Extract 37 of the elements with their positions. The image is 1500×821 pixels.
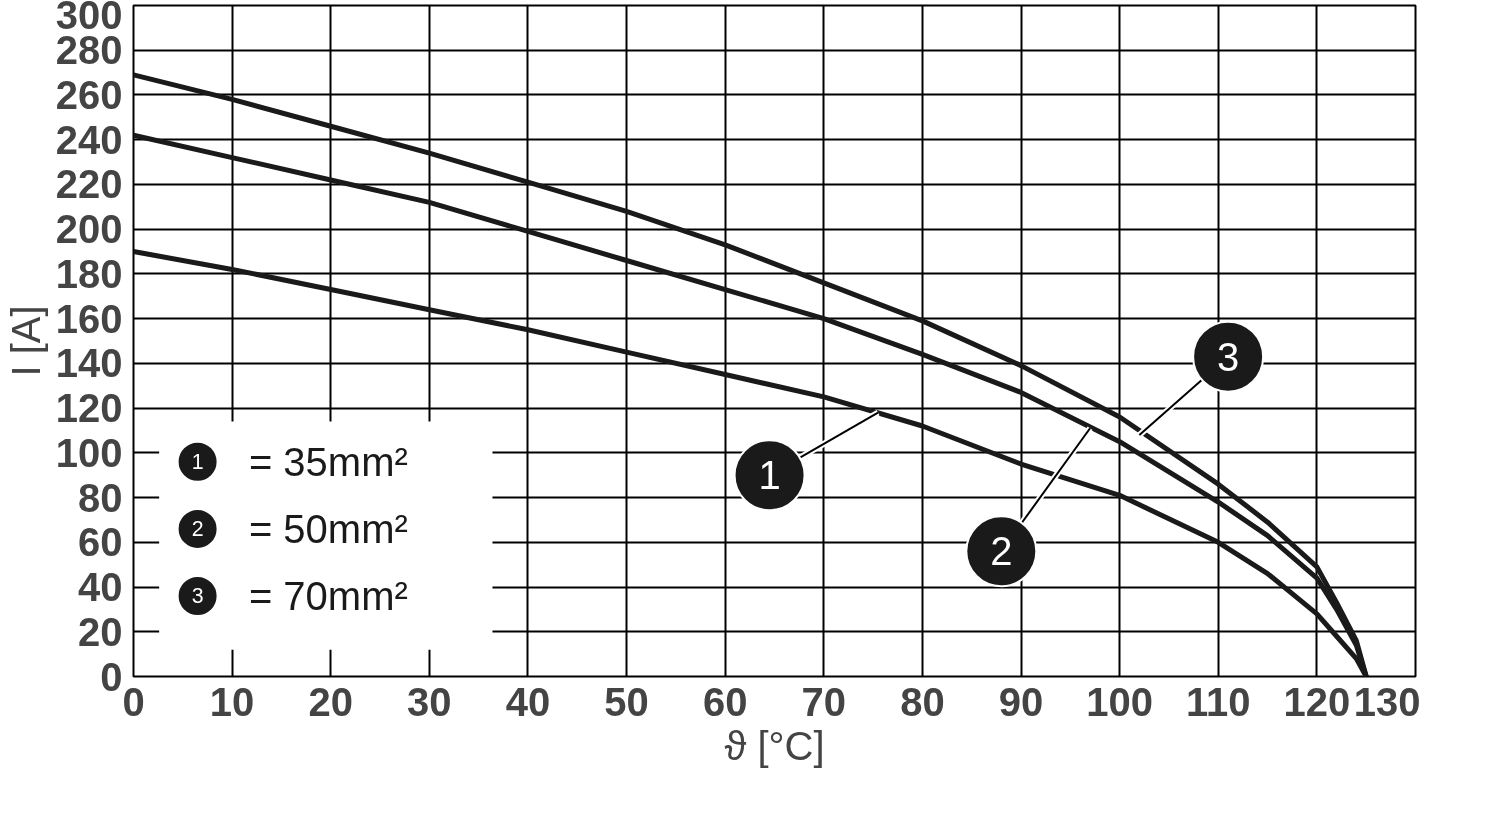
text: 1 (191, 450, 204, 475)
y-axis-title: I [A] (3, 305, 48, 377)
annotation: 1 (758, 453, 781, 498)
legend-label: = 35mm² (248, 439, 408, 484)
text: 2 (191, 517, 204, 542)
x-tick-label: 130 (1353, 679, 1421, 724)
legend-label: = 70mm² (248, 573, 408, 618)
x-tick-label: 40 (505, 679, 551, 724)
y-tick-label: 180 (55, 251, 123, 296)
y-tick-label: 40 (78, 565, 123, 610)
y-tick-label: 140 (55, 341, 123, 386)
annotation: 3 (1217, 334, 1240, 379)
x-axis-title: ϑ [°C] (724, 723, 825, 768)
legend-label: = 50mm² (248, 506, 408, 551)
x-tick-label: 10 (209, 679, 255, 724)
x-tick-label: 30 (407, 679, 452, 724)
x-tick-label: 50 (604, 679, 649, 724)
y-tick-label: 260 (55, 72, 123, 117)
x-tick-label: 120 (1283, 679, 1351, 724)
y-tick-label: 20 (78, 609, 123, 654)
y-tick-label: 200 (55, 207, 123, 252)
x-tick-label: 110 (1186, 679, 1251, 724)
y-tick-label: 60 (78, 520, 123, 565)
x-tick-label: 80 (900, 679, 945, 724)
y-tick-label: 120 (55, 386, 123, 431)
annotation: 2 (990, 529, 1013, 574)
y-tick-label: 240 (55, 117, 123, 162)
y-tick-label: 100 (55, 430, 123, 475)
y-tick-label: 220 (55, 162, 123, 207)
x-tick-label: 70 (801, 679, 847, 724)
x-tick-label: 90 (998, 679, 1044, 724)
x-tick-label: 100 (1086, 679, 1154, 724)
x-tick-label: 20 (308, 679, 353, 724)
y-tick-label: 80 (78, 475, 123, 520)
y-tick-label: 160 (55, 296, 123, 341)
text: 3 (191, 584, 204, 609)
x-tick-label: 60 (702, 679, 748, 724)
